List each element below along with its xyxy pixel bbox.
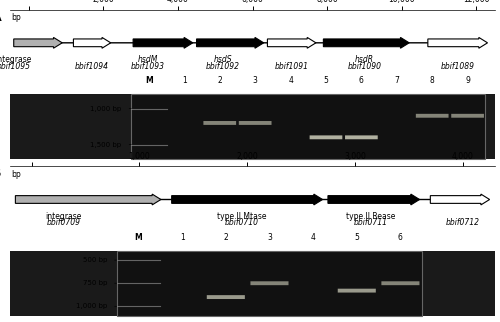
Polygon shape bbox=[430, 194, 490, 205]
Text: bbif1090: bbif1090 bbox=[348, 62, 382, 71]
Text: bbif1092: bbif1092 bbox=[206, 62, 240, 71]
Text: 1: 1 bbox=[180, 233, 184, 242]
Text: 1,000 bp: 1,000 bp bbox=[90, 106, 122, 112]
Text: hsdM: hsdM bbox=[138, 55, 158, 64]
FancyBboxPatch shape bbox=[416, 114, 448, 118]
Polygon shape bbox=[172, 194, 322, 205]
Text: 2: 2 bbox=[224, 233, 228, 242]
Polygon shape bbox=[74, 37, 110, 48]
FancyBboxPatch shape bbox=[382, 281, 420, 285]
Text: 6: 6 bbox=[398, 233, 403, 242]
Text: bbif1094: bbif1094 bbox=[75, 62, 109, 71]
Polygon shape bbox=[196, 37, 264, 48]
Text: hsdS: hsdS bbox=[214, 55, 232, 64]
Text: 7: 7 bbox=[394, 76, 399, 85]
FancyBboxPatch shape bbox=[131, 94, 486, 159]
FancyBboxPatch shape bbox=[451, 114, 484, 118]
Text: 2: 2 bbox=[218, 76, 222, 85]
Text: 5: 5 bbox=[354, 233, 359, 242]
Text: 1,000 bp: 1,000 bp bbox=[76, 303, 107, 309]
Text: bbif0712: bbif0712 bbox=[446, 218, 480, 227]
Polygon shape bbox=[428, 37, 488, 48]
Text: bp: bp bbox=[11, 13, 20, 22]
Text: bbif0710: bbif0710 bbox=[224, 218, 258, 227]
FancyBboxPatch shape bbox=[338, 289, 376, 293]
Text: 5: 5 bbox=[324, 76, 328, 85]
FancyBboxPatch shape bbox=[116, 251, 422, 316]
FancyBboxPatch shape bbox=[239, 121, 272, 125]
Text: A: A bbox=[0, 10, 2, 24]
FancyBboxPatch shape bbox=[207, 295, 245, 299]
Text: M: M bbox=[145, 76, 153, 85]
Text: 750 bp: 750 bp bbox=[82, 280, 107, 286]
Text: 1: 1 bbox=[182, 76, 186, 85]
Text: B: B bbox=[0, 166, 1, 180]
Polygon shape bbox=[324, 37, 409, 48]
Polygon shape bbox=[328, 194, 420, 205]
Polygon shape bbox=[268, 37, 316, 48]
FancyBboxPatch shape bbox=[250, 281, 288, 285]
Text: M: M bbox=[134, 233, 142, 242]
FancyBboxPatch shape bbox=[345, 135, 378, 139]
Text: bbif1095: bbif1095 bbox=[0, 62, 30, 71]
Text: 9: 9 bbox=[465, 76, 470, 85]
Text: 3: 3 bbox=[267, 233, 272, 242]
Text: type II Mtase: type II Mtase bbox=[217, 212, 266, 221]
Text: 3: 3 bbox=[252, 76, 258, 85]
Text: hsdR: hsdR bbox=[355, 55, 374, 64]
FancyBboxPatch shape bbox=[310, 135, 342, 139]
Text: 8: 8 bbox=[430, 76, 434, 85]
FancyBboxPatch shape bbox=[204, 121, 236, 125]
Polygon shape bbox=[16, 194, 161, 205]
Text: 1,500 bp: 1,500 bp bbox=[90, 141, 122, 147]
Text: 500 bp: 500 bp bbox=[82, 257, 107, 263]
Text: integrase: integrase bbox=[46, 212, 82, 221]
Polygon shape bbox=[14, 37, 62, 48]
Polygon shape bbox=[133, 37, 193, 48]
Text: bp: bp bbox=[11, 170, 20, 179]
Text: 4: 4 bbox=[288, 76, 293, 85]
Text: bbif0709: bbif0709 bbox=[47, 218, 81, 227]
Text: bbif1089: bbif1089 bbox=[440, 62, 474, 71]
Text: bbif0711: bbif0711 bbox=[354, 218, 388, 227]
Text: 4: 4 bbox=[310, 233, 316, 242]
Text: type II Rease: type II Rease bbox=[346, 212, 396, 221]
Text: bbif1093: bbif1093 bbox=[131, 62, 165, 71]
Text: bbif1091: bbif1091 bbox=[274, 62, 308, 71]
Text: integrase: integrase bbox=[0, 55, 32, 64]
Text: 6: 6 bbox=[359, 76, 364, 85]
